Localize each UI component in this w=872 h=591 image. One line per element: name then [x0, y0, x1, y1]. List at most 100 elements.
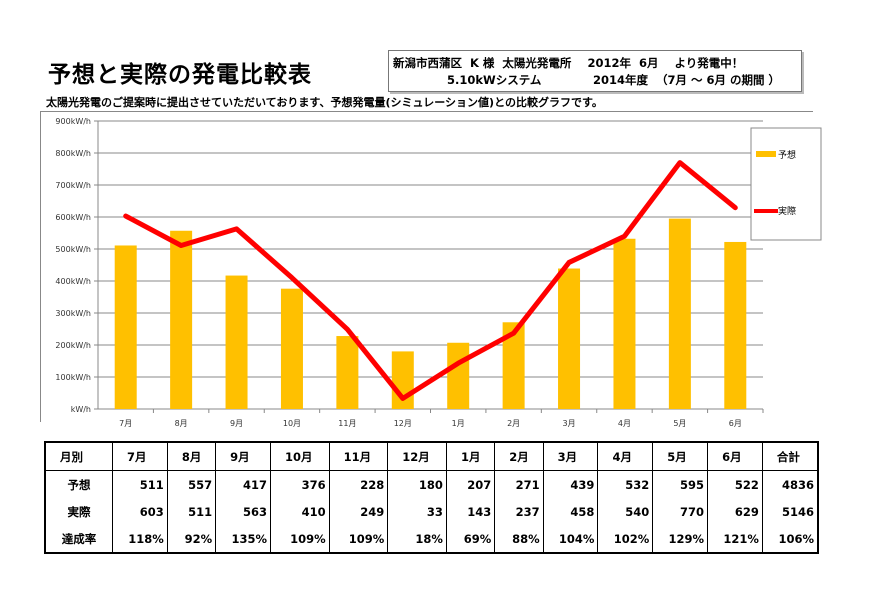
table-cell: 3月	[542, 442, 598, 471]
table-cell: 7月	[112, 442, 168, 471]
table-cell: 629	[707, 498, 763, 525]
table-cell: 770	[652, 498, 708, 525]
y-tick-label: kW/h	[71, 405, 91, 414]
table-cell: 135%	[215, 525, 271, 553]
table-cell: 249	[328, 498, 388, 525]
x-tick-label: 5月	[673, 419, 686, 428]
table-cell: 129%	[652, 525, 708, 553]
table-cell: 237	[494, 498, 544, 525]
table-header-row: 月別 7月 8月 9月 10月 11月 12月 1月 2月 3月 4月 5月 6月 合計	[44, 442, 818, 471]
table-row: 予想 511 557 417 376 228 180 207 271 439 532 595 522 48…	[44, 470, 818, 498]
line-jissai	[123, 160, 738, 401]
table-cell: 417	[215, 470, 271, 498]
table-cell: 104%	[542, 525, 598, 553]
data-table: 月別 7月 8月 9月 10月 11月 12月 1月 2月 3月 4月 5月 6月 合計 予想 511 557 4…	[44, 441, 819, 554]
table-cell: 595	[652, 470, 708, 498]
bar-yosou	[447, 342, 470, 409]
bar-yosou	[114, 245, 137, 409]
table-cell: 92%	[166, 525, 216, 553]
table-cell: 5月	[652, 442, 708, 471]
info-period: 2014年度 （7月 ～ 6月 の期間 ）	[593, 73, 781, 87]
x-tick-label: 4月	[618, 419, 631, 428]
table-cell: 458	[542, 498, 598, 525]
table-cell: 532	[597, 470, 653, 498]
x-tick-label: 12月	[394, 419, 412, 428]
bar-yosou	[170, 230, 193, 409]
x-tick-label: 8月	[175, 419, 188, 428]
table-row: 達成率 118% 92% 135% 109% 109% 18% 69% 88% 104% 102% 1…	[44, 525, 818, 553]
bar-yosou	[613, 238, 636, 409]
y-tick-label: 300kW/h	[55, 309, 91, 318]
row-label: 達成率	[44, 525, 113, 553]
table-cell: 9月	[215, 442, 271, 471]
table-cell: 1月	[445, 442, 495, 471]
table-cell: 522	[707, 470, 763, 498]
x-tick-label: 2月	[507, 419, 520, 428]
legend-swatch-jissai	[754, 209, 778, 213]
table-cell: 376	[269, 470, 330, 498]
row-label: 実際	[44, 498, 113, 525]
x-tick-label: 11月	[338, 419, 356, 428]
page-title: 予想と実際の発電比較表	[48, 62, 312, 88]
legend-box	[750, 127, 822, 241]
table-cell: 18%	[387, 525, 447, 553]
table-cell: 合計	[761, 442, 818, 471]
y-tick-label: 400kW/h	[55, 277, 91, 286]
bar-yosou	[502, 322, 525, 409]
legend-label-jissai: 実際	[778, 205, 796, 217]
y-tick-label: 800kW/h	[55, 149, 91, 158]
table-cell: 228	[328, 470, 388, 498]
y-tick-label: 600kW/h	[55, 213, 91, 222]
x-tick-label: 9月	[230, 419, 243, 428]
table-cell: 11月	[328, 442, 388, 471]
bar-yosou	[668, 218, 691, 409]
bar-yosou	[558, 268, 581, 409]
chart-frame	[40, 111, 813, 422]
table-cell: 121%	[707, 525, 763, 553]
x-tick-label: 6月	[729, 419, 742, 428]
info-system: 5.10kWシステム	[447, 73, 542, 87]
table-cell: 4836	[761, 470, 818, 498]
y-tick-label: 700kW/h	[55, 181, 91, 190]
table-cell: 5146	[761, 498, 818, 525]
table-cell: 180	[387, 470, 447, 498]
bar-yosou	[225, 275, 248, 409]
table-cell: 271	[494, 470, 544, 498]
table-cell: 118%	[112, 525, 168, 553]
table-cell: 109%	[269, 525, 330, 553]
table-cell: 540	[597, 498, 653, 525]
chart: kW/h 100kW/h 200kW/h 300kW/h 400kW/h 500kW/h 6…	[55, 117, 822, 428]
table-cell: 410	[269, 498, 330, 525]
table-cell: 33	[387, 498, 447, 525]
bar-yosou	[280, 288, 303, 409]
legend-label-yosou: 予想	[778, 149, 796, 161]
y-tick-label: 100kW/h	[55, 373, 91, 382]
x-tick-label: 1月	[452, 419, 465, 428]
y-tick-label: 500kW/h	[55, 245, 91, 254]
x-tick-label: 3月	[562, 419, 575, 428]
table-cell: 511	[112, 470, 168, 498]
table-cell: 439	[542, 470, 598, 498]
table-cell: 69%	[445, 525, 495, 553]
table-cell: 143	[445, 498, 495, 525]
x-tick-label: 7月	[119, 419, 132, 428]
table-cell: 102%	[597, 525, 653, 553]
bar-yosou	[336, 336, 359, 409]
y-tick-label: 200kW/h	[55, 341, 91, 350]
table-cell: 6月	[707, 442, 763, 471]
table-cell: 109%	[328, 525, 388, 553]
row-label: 予想	[44, 470, 113, 498]
table-cell: 8月	[166, 442, 216, 471]
subtitle: 太陽光発電のご提案時に提出させていただいております、予想発電量(シミュレーション…	[46, 96, 603, 109]
info-line1: 新潟市西蒲区 K 様 太陽光発電所 2012年 6月 より発電中！	[393, 56, 744, 70]
table-cell: 557	[166, 470, 216, 498]
table-cell: 603	[112, 498, 168, 525]
table-cell: 2月	[494, 442, 544, 471]
table-cell: 106%	[761, 525, 818, 553]
bar-yosou	[724, 241, 747, 409]
table-cell: 88%	[494, 525, 544, 553]
table-cell: 563	[215, 498, 271, 525]
x-tick-label: 10月	[283, 419, 301, 428]
table-cell: 207	[445, 470, 495, 498]
